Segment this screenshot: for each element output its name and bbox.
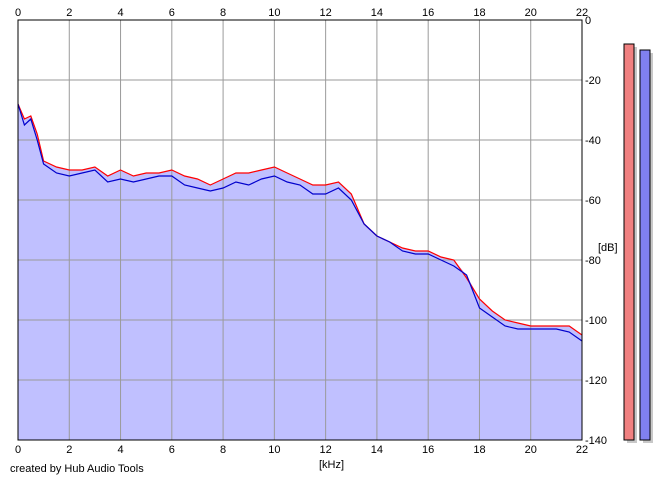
x-tick-label-bottom: 14 bbox=[371, 444, 383, 456]
x-tick-label-bottom: 0 bbox=[15, 444, 21, 456]
x-tick-label-bottom: 10 bbox=[268, 444, 280, 456]
x-tick-label-top: 22 bbox=[576, 7, 588, 19]
x-tick-label-top: 14 bbox=[371, 7, 383, 19]
y-tick-label: 0 bbox=[585, 15, 591, 27]
x-tick-label-top: 16 bbox=[422, 7, 434, 19]
spectrum-fill bbox=[18, 104, 582, 440]
spectrum-fill-area bbox=[18, 104, 582, 440]
x-tick-label-top: 12 bbox=[320, 7, 332, 19]
series-line-blue bbox=[17, 103, 583, 342]
level-meter-bar bbox=[639, 49, 651, 441]
x-tick-label-bottom: 4 bbox=[117, 444, 123, 456]
x-tick-label-bottom: 8 bbox=[220, 444, 226, 456]
x-tick-label-top: 8 bbox=[220, 7, 226, 19]
x-tick-label-top: 2 bbox=[66, 7, 72, 19]
plot-frame bbox=[17, 19, 583, 441]
x-tick-label-bottom: 18 bbox=[473, 444, 485, 456]
x-tick-label-bottom: 22 bbox=[576, 444, 588, 456]
credit-text: created by Hub Audio Tools bbox=[10, 463, 144, 475]
x-axis-label: [kHz] bbox=[319, 459, 344, 471]
x-tick-label-bottom: 20 bbox=[525, 444, 537, 456]
series-line-red bbox=[17, 103, 583, 336]
y-tick-label: -80 bbox=[585, 255, 601, 267]
y-tick-label: -140 bbox=[585, 435, 607, 447]
x-tick-label-bottom: 16 bbox=[422, 444, 434, 456]
y-tick-label: -20 bbox=[585, 75, 601, 87]
y-tick-label: -40 bbox=[585, 135, 601, 147]
x-tick-label-bottom: 6 bbox=[169, 444, 175, 456]
y-tick-label: -60 bbox=[585, 195, 601, 207]
level-meter-bar bbox=[623, 43, 635, 441]
series-lines bbox=[17, 103, 583, 342]
x-tick-label-top: 20 bbox=[525, 7, 537, 19]
x-tick-label-top: 4 bbox=[117, 7, 123, 19]
x-tick-label-top: 0 bbox=[15, 7, 21, 19]
x-tick-label-bottom: 2 bbox=[66, 444, 72, 456]
x-tick-label-top: 10 bbox=[268, 7, 280, 19]
x-tick-label-top: 6 bbox=[169, 7, 175, 19]
x-tick-label-top: 18 bbox=[473, 7, 485, 19]
x-tick-label-bottom: 12 bbox=[320, 444, 332, 456]
y-axis-label: [dB] bbox=[598, 242, 618, 254]
level-meters bbox=[623, 43, 653, 443]
y-tick-label: -100 bbox=[585, 315, 607, 327]
tick-labels: 002244668810101212141416161818202022220-… bbox=[15, 7, 607, 456]
y-tick-label: -120 bbox=[585, 375, 607, 387]
